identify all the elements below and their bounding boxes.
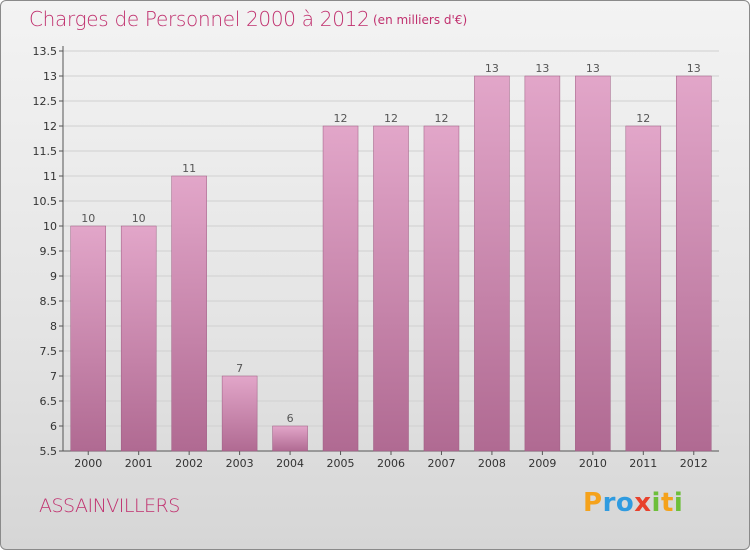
chart-title: Charges de Personnel 2000 à 2012 [29,7,370,31]
y-tick-label: 9.5 [40,245,58,258]
y-tick-label: 13.5 [33,45,58,58]
data-label: 12 [384,112,398,125]
data-label: 12 [334,112,348,125]
data-label: 12 [434,112,448,125]
y-tick-label: 11.5 [33,145,58,158]
x-tick-label: 2005 [327,457,355,470]
y-tick-label: 10.5 [33,195,58,208]
logo-letter: P [583,488,603,518]
data-label: 7 [236,362,243,375]
proxiti-logo[interactable]: Proxiti [583,488,683,518]
y-tick-label: 8.5 [40,295,58,308]
x-tick-label: 2007 [427,457,455,470]
data-label: 12 [636,112,650,125]
bar [120,225,157,452]
bar [676,75,712,452]
bar [221,375,258,452]
logo-letter: i [651,488,661,518]
x-tick-label: 2001 [125,457,153,470]
y-tick-label: 7.5 [40,345,58,358]
bar [373,125,409,452]
bar [322,125,359,452]
data-label: 11 [182,162,196,175]
x-tick-label: 2010 [579,457,607,470]
y-tick-label: 8 [50,320,57,333]
y-tick-label: 6.5 [40,395,58,408]
data-label: 10 [132,212,146,225]
x-tick-label: 2002 [175,457,203,470]
data-label: 13 [586,62,600,75]
y-tick-label: 7 [50,370,57,383]
logo-letter: o [615,488,635,518]
y-tick-label: 11 [43,170,57,183]
bar [171,175,207,452]
logo-letter: r [602,488,616,518]
bar [272,425,308,452]
data-label: 6 [287,412,294,425]
x-tick-label: 2000 [74,457,102,470]
data-label: 13 [485,62,499,75]
y-tick-label: 5.5 [40,445,58,458]
y-tick-label: 12.5 [33,95,58,108]
x-tick-label: 2008 [478,457,506,470]
x-tick-label: 2006 [377,457,405,470]
bar [70,225,106,452]
x-tick-label: 2011 [629,457,657,470]
bar [575,75,611,452]
bars [70,75,712,452]
data-label: 13 [687,62,701,75]
y-tick-label: 10 [43,220,57,233]
bar [524,75,561,452]
y-tick-label: 13 [43,70,57,83]
data-label: 13 [535,62,549,75]
data-label: 10 [81,212,95,225]
bar [625,125,662,452]
logo-letter: i [673,488,684,518]
y-tick-label: 12 [43,120,57,133]
chart-subtitle: (en milliers d'€) [373,13,468,27]
bar [423,125,460,452]
x-tick-label: 2004 [276,457,304,470]
x-tick-label: 2009 [528,457,556,470]
commune-name: ASSAINVILLERS [39,495,180,517]
x-tick-label: 2003 [226,457,254,470]
y-tick-label: 9 [50,270,57,283]
y-tick-label: 6 [50,420,57,433]
labels: 5.5 6 6.5 7 7.5 8 8.5 9 9.5 10 10.5 11 11.5 12 12.5 13 1… [33,45,708,470]
logo-letter: t [660,488,674,518]
logo-letter: x [634,488,652,518]
x-tick-label: 2012 [680,457,708,470]
bar [474,75,510,452]
